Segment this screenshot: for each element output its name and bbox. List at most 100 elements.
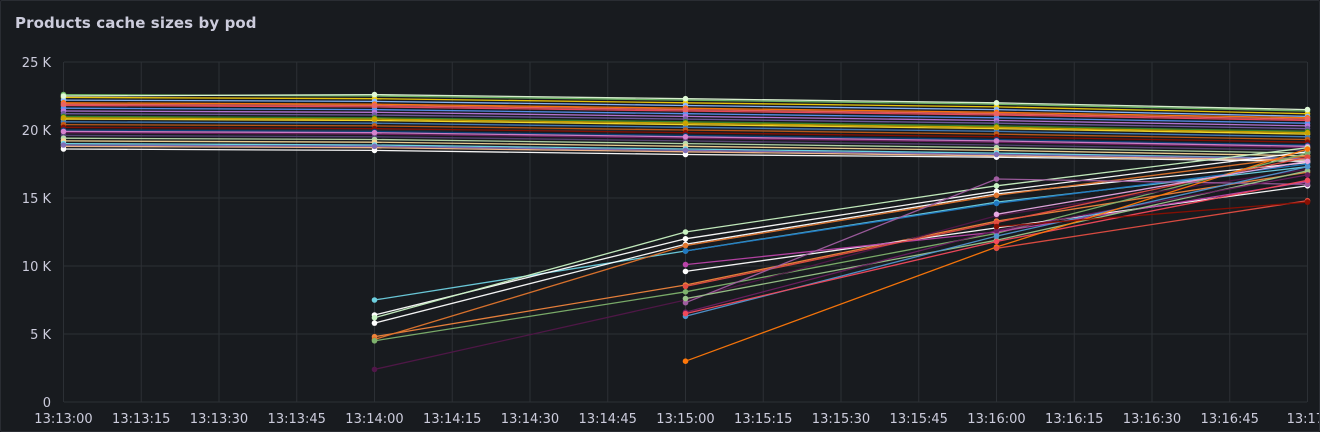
panel-title: Products cache sizes by pod (15, 14, 257, 32)
data-point[interactable] (682, 358, 689, 365)
series-lines (60, 91, 1311, 373)
data-point[interactable] (1304, 199, 1311, 205)
x-tick-label: 13:15:15 (734, 412, 792, 427)
data-point[interactable] (60, 142, 67, 148)
data-point[interactable] (993, 176, 1000, 182)
data-point[interactable] (1304, 168, 1311, 174)
data-point[interactable] (682, 147, 689, 154)
data-point[interactable] (993, 110, 1000, 117)
x-tick-label: 13:17: (1287, 412, 1319, 427)
x-tick-label: 13:16:30 (1123, 412, 1181, 427)
data-point[interactable] (682, 120, 689, 126)
y-tick-label: 5 K (30, 328, 51, 343)
data-point[interactable] (60, 93, 67, 99)
series-line[interactable] (374, 161, 1308, 324)
data-point[interactable] (682, 299, 689, 306)
data-point[interactable] (993, 211, 1000, 218)
x-tick-label: 13:13:15 (112, 412, 170, 427)
data-point[interactable] (1304, 158, 1311, 165)
data-point[interactable] (993, 192, 1000, 199)
x-axis: 13:13:00 13:13:15 13:13:30 13:13:45 13:14:00… (34, 412, 1319, 427)
data-point[interactable] (993, 151, 1000, 158)
series-line[interactable] (374, 155, 1308, 341)
data-point[interactable] (60, 101, 67, 107)
data-point[interactable] (682, 283, 689, 290)
data-point[interactable] (371, 116, 378, 122)
series-line[interactable] (996, 200, 1308, 249)
data-point[interactable] (993, 124, 1000, 131)
data-point[interactable] (682, 236, 689, 242)
x-tick-label: 13:14:00 (345, 412, 403, 427)
series-line[interactable] (996, 160, 1308, 215)
data-point[interactable] (682, 261, 689, 268)
data-point[interactable] (371, 147, 378, 154)
data-point[interactable] (993, 219, 1000, 226)
series-line[interactable] (374, 147, 1308, 319)
data-point[interactable] (1304, 116, 1311, 122)
data-point[interactable] (682, 248, 689, 254)
series-line[interactable] (374, 168, 1308, 371)
data-point[interactable] (682, 310, 689, 317)
y-tick-label: 25 K (22, 56, 52, 71)
data-point[interactable] (682, 95, 689, 102)
y-tick-label: 20 K (22, 124, 52, 139)
data-point[interactable] (682, 242, 689, 249)
data-point[interactable] (1304, 181, 1311, 188)
data-point[interactable] (371, 338, 378, 344)
data-point[interactable] (371, 102, 378, 109)
data-point[interactable] (1304, 154, 1311, 160)
data-point[interactable] (993, 183, 1000, 189)
x-tick-label: 13:14:15 (423, 412, 481, 427)
data-point[interactable] (682, 229, 689, 235)
data-point[interactable] (1304, 150, 1311, 156)
data-point[interactable] (993, 238, 1000, 245)
data-point[interactable] (371, 366, 378, 373)
data-point[interactable] (1304, 163, 1311, 170)
x-tick-label: 13:14:30 (501, 412, 559, 427)
data-point[interactable] (682, 289, 689, 295)
data-point[interactable] (682, 134, 689, 140)
data-point[interactable] (993, 227, 1000, 234)
data-point[interactable] (371, 320, 378, 326)
x-tick-label: 13:16:00 (967, 412, 1025, 427)
series-line[interactable] (374, 171, 1308, 338)
data-point[interactable] (993, 100, 1000, 106)
data-point[interactable] (682, 151, 689, 158)
series-line[interactable] (374, 152, 1308, 342)
data-point[interactable] (682, 106, 689, 113)
data-point[interactable] (60, 115, 67, 121)
data-point[interactable] (682, 295, 689, 302)
data-point[interactable] (1304, 129, 1311, 136)
data-point[interactable] (993, 233, 1000, 239)
data-point[interactable] (1304, 106, 1311, 113)
data-point[interactable] (1304, 172, 1311, 178)
y-tick-label: 15 K (22, 192, 52, 207)
data-point[interactable] (993, 245, 1000, 252)
data-point[interactable] (993, 200, 1000, 207)
x-tick-label: 13:13:00 (34, 412, 92, 427)
x-tick-label: 13:13:30 (190, 412, 248, 427)
data-point[interactable] (371, 297, 378, 303)
x-tick-label: 13:16:15 (1045, 412, 1103, 427)
data-point[interactable] (60, 128, 67, 135)
x-tick-label: 13:16:45 (1201, 412, 1259, 427)
data-point[interactable] (1304, 177, 1311, 184)
data-point[interactable] (1304, 146, 1311, 152)
series-line[interactable] (996, 201, 1308, 228)
data-point[interactable] (371, 143, 378, 150)
x-tick-label: 13:14:45 (579, 412, 637, 427)
data-point[interactable] (371, 91, 378, 98)
data-point[interactable] (371, 129, 378, 136)
x-tick-label: 13:15:45 (890, 412, 948, 427)
data-point[interactable] (993, 223, 1000, 230)
x-tick-label: 13:15:00 (656, 412, 714, 427)
data-point[interactable] (60, 146, 67, 152)
x-tick-label: 13:15:30 (812, 412, 870, 427)
series-line[interactable] (374, 151, 1308, 316)
data-point[interactable] (371, 314, 378, 321)
y-tick-label: 10 K (22, 260, 52, 275)
data-point[interactable] (993, 138, 1000, 144)
data-point[interactable] (682, 268, 689, 275)
